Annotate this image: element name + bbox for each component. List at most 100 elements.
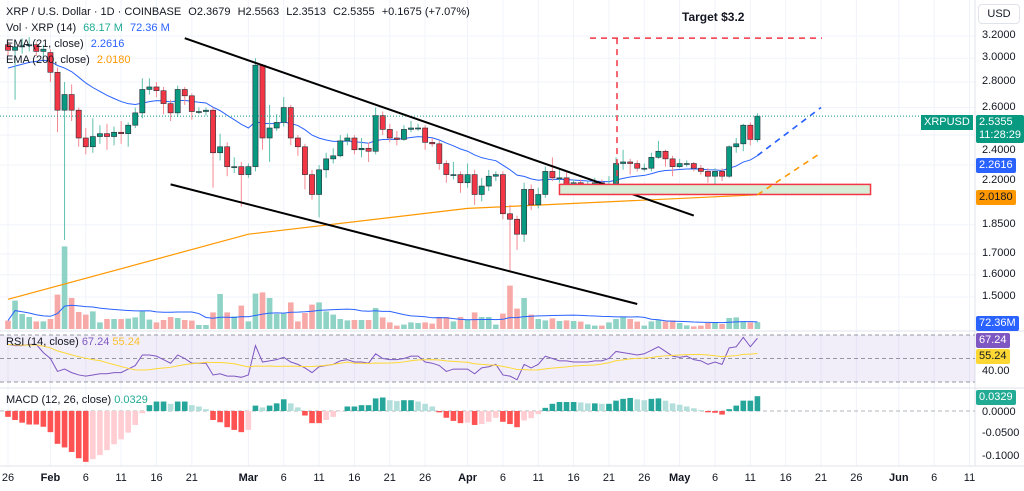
time-tick: 11 — [744, 472, 757, 484]
time-tick: 16 — [779, 472, 792, 484]
candle-body — [188, 95, 195, 112]
volume-bar — [132, 317, 139, 329]
volume-bar — [408, 322, 414, 329]
volume-bar — [139, 310, 146, 329]
time-tick: 16 — [150, 472, 163, 484]
volume-bar — [592, 325, 598, 329]
volume-bar — [12, 300, 18, 329]
candle-body — [634, 163, 641, 169]
target-label[interactable]: Target $3.2 — [682, 10, 745, 24]
volume-bar — [577, 321, 584, 329]
candle-body — [450, 174, 457, 176]
macd-histogram-bar — [146, 405, 153, 411]
candle-body — [485, 175, 492, 187]
volume-bar — [733, 317, 740, 329]
time-tick: 6 — [711, 472, 719, 484]
candle-body — [492, 174, 499, 177]
macd-histogram-bar — [394, 401, 400, 411]
rsi-label: RSI (14, close) — [6, 336, 79, 348]
macd-histogram-bar — [365, 405, 372, 411]
macd-histogram-bar — [68, 411, 75, 452]
price-tick: 2.2000 — [982, 173, 1016, 186]
volume-bar — [337, 319, 344, 329]
macd-histogram-bar — [733, 405, 740, 411]
volume-bar — [394, 325, 400, 329]
candle-body — [697, 167, 704, 172]
volume-bar — [379, 317, 386, 329]
macd-histogram-bar — [210, 411, 216, 420]
candle-body — [655, 150, 662, 158]
volume-bar — [309, 304, 315, 329]
volume-ma-value: 72.36 M — [129, 22, 170, 34]
candle-body — [740, 124, 747, 145]
candle-body — [620, 161, 626, 164]
rsi-legend[interactable]: RSI (14, close) 67.24 55.24 — [6, 336, 140, 348]
volume-bar — [500, 313, 506, 329]
candle-body — [153, 86, 160, 92]
time-tick: Jun — [889, 472, 909, 484]
macd-legend[interactable]: MACD (12, 26, close) 0.0329 — [6, 394, 148, 406]
ema21-legend[interactable]: EMA (21, close) 2.2616 — [6, 37, 128, 51]
ema200-projection — [756, 152, 822, 196]
candle-body — [125, 124, 132, 134]
candle-body — [726, 146, 733, 177]
candle-body — [733, 143, 740, 148]
ema200-line — [7, 194, 758, 300]
candle-body — [337, 140, 344, 157]
macd-histogram-bar — [563, 402, 570, 411]
candles — [5, 37, 761, 273]
ema21-tag: 2.2616 — [976, 157, 1016, 173]
currency-button[interactable]: USD — [978, 4, 1020, 24]
volume-bar — [747, 322, 754, 329]
price-tick: 1.6000 — [982, 267, 1016, 280]
time-tick: 21 — [602, 472, 616, 484]
time-tick: 21 — [383, 472, 396, 484]
macd-histogram-bar — [422, 403, 428, 411]
macd-histogram-bar — [280, 399, 287, 411]
candle-body — [224, 146, 231, 167]
candle-body — [47, 52, 54, 73]
macd-histogram-bar — [111, 411, 117, 445]
price-tick: 2.8000 — [982, 74, 1016, 87]
ohlc-low: L2.3513 — [286, 6, 326, 18]
volume-bar — [245, 321, 252, 329]
candle-body — [146, 86, 153, 90]
macd-histogram-bar — [358, 405, 365, 411]
candle-body — [514, 218, 520, 235]
macd-histogram-bar — [238, 411, 245, 433]
volume-bar — [203, 325, 209, 329]
drawings[interactable] — [0, 37, 975, 305]
macd-histogram-bar — [379, 397, 386, 411]
macd-histogram-bar — [754, 396, 761, 411]
macd-histogram-bar — [330, 411, 337, 417]
candle-body — [111, 131, 117, 137]
candle-body — [97, 133, 103, 137]
volume-bar — [231, 316, 238, 329]
ema21-value: 2.2616 — [90, 38, 125, 50]
candle-body — [330, 155, 337, 160]
volume-bar — [323, 311, 329, 329]
volume-bar — [104, 319, 110, 329]
volume-bar — [712, 322, 718, 329]
candle-body — [556, 177, 563, 180]
ema200-legend[interactable]: EMA (200, close) 2.0180 — [6, 53, 134, 67]
volume-bar — [61, 246, 68, 329]
time-tick: 6 — [82, 472, 89, 484]
macd-histogram-bar — [97, 411, 103, 456]
macd-histogram-bar — [464, 411, 471, 423]
candle-body — [231, 166, 238, 168]
volume-bar — [330, 314, 337, 329]
macd-histogram-bar — [40, 411, 47, 427]
candle-body — [245, 166, 252, 175]
macd-histogram-bar — [690, 408, 697, 411]
time-tick: 21 — [814, 472, 828, 484]
volume-bar — [372, 308, 379, 329]
volume-bar — [47, 319, 54, 329]
volume-legend[interactable]: Vol · XRP (14) 68.17 M 72.36 M — [6, 21, 174, 35]
time-tick: Apr — [458, 472, 478, 484]
macd-histogram-bar — [104, 411, 110, 451]
rsi-ma-value: 55.24 — [112, 336, 140, 348]
candle-body — [181, 89, 188, 97]
symbol-tag: XRPUSD — [921, 114, 973, 130]
